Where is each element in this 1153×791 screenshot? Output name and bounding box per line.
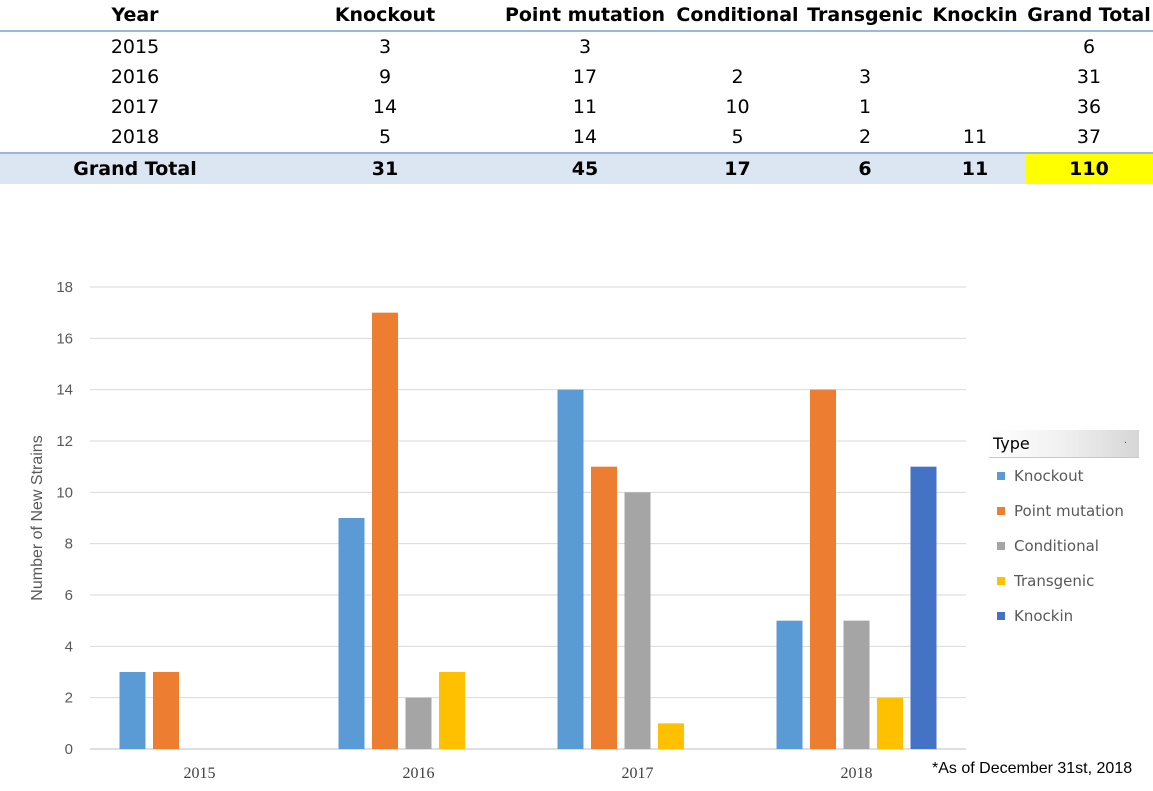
- total-cell: 11: [925, 152, 1025, 184]
- table-row: 2018 5 14 5 2 11 37: [0, 122, 1153, 153]
- bar-knockout-2017: [557, 389, 584, 749]
- x-tick-label: 2018: [841, 765, 873, 782]
- cell: 3: [578, 36, 592, 58]
- cell: 3: [858, 66, 872, 88]
- row-total: 6: [1082, 36, 1096, 58]
- y-axis-title: Number of New Strains: [29, 435, 46, 600]
- cell: 9: [378, 66, 392, 88]
- axis-labels: 0 2 4 6 8 10 12 14 16 18 2015 2016 2017 2018: [56, 279, 872, 782]
- bar-conditional-2018: [843, 620, 870, 749]
- x-tick-label: 2017: [622, 765, 654, 782]
- row-year: 2017: [110, 96, 160, 118]
- pivot-table: Year Knockout Point mutation Conditional…: [0, 0, 1153, 184]
- cell: 5: [731, 126, 744, 148]
- cell: 17: [572, 66, 598, 88]
- filter-dot-icon: ·: [1123, 438, 1127, 449]
- bar-transgenic-2018: [877, 697, 903, 749]
- legend-item-point-mutation: Point mutation: [989, 493, 1139, 528]
- legend-item-transgenic: Transgenic: [989, 563, 1139, 598]
- legend-item-knockout: Knockout: [989, 458, 1139, 493]
- row-year: 2016: [110, 66, 160, 88]
- chart-legend: Type · Knockout Point mutation Condition…: [989, 430, 1139, 633]
- bar-transgenic-2017: [658, 723, 684, 749]
- legend-item-knockin: Knockin: [989, 598, 1139, 633]
- bar-point-mutation-2017: [591, 466, 617, 749]
- row-year: 2015: [110, 36, 160, 58]
- bar-knockout-2015: [119, 672, 146, 749]
- table-row: 2016 9 17 2 3 31: [0, 62, 1153, 92]
- cell: 11: [962, 126, 988, 148]
- grand-total-value: 110: [1025, 152, 1153, 184]
- row-total: 31: [1076, 66, 1102, 88]
- row-total: 36: [1076, 96, 1102, 118]
- y-tick-label: 18: [56, 279, 73, 296]
- legend-label: Knockin: [1014, 606, 1074, 625]
- legend-swatch: [997, 506, 1005, 515]
- cell: 14: [372, 96, 398, 118]
- legend-swatch: [997, 541, 1005, 550]
- bar-knockout-2018: [776, 620, 803, 749]
- cell: 1: [858, 96, 872, 118]
- cell: 5: [378, 126, 392, 148]
- cell: 14: [572, 126, 598, 148]
- table-row: 2017 14 11 10 1 36: [0, 92, 1153, 122]
- row-year: 2018: [110, 126, 160, 148]
- bars: [119, 312, 937, 749]
- row-total: 37: [1076, 126, 1102, 148]
- y-tick-label: 14: [56, 382, 73, 399]
- y-tick-label: 16: [56, 330, 73, 347]
- header-transgenic: Transgenic: [805, 0, 925, 32]
- legend-label: Conditional: [1014, 536, 1099, 555]
- legend-swatch: [997, 576, 1005, 585]
- bar-point-mutation-2016: [372, 312, 398, 749]
- bar-point-mutation-2018: [810, 389, 836, 749]
- cell: 11: [572, 96, 598, 118]
- cell: 3: [378, 36, 392, 58]
- y-tick-label: 4: [65, 638, 73, 655]
- legend-label: Transgenic: [1014, 571, 1095, 590]
- y-tick-label: 8: [65, 536, 73, 553]
- header-row: Year Knockout Point mutation Conditional…: [0, 0, 1153, 32]
- header-year: Year: [0, 0, 270, 32]
- legend-swatch: [997, 611, 1005, 620]
- grand-total-label: Grand Total: [0, 152, 270, 184]
- bar-knockout-2016: [338, 518, 365, 749]
- y-tick-label: 12: [56, 433, 73, 450]
- legend-item-conditional: Conditional: [989, 528, 1139, 563]
- header-knockout: Knockout: [270, 0, 500, 32]
- legend-label: Knockout: [1014, 466, 1084, 485]
- bar-knockin-2018: [910, 466, 937, 749]
- total-cell: 6: [805, 152, 925, 184]
- x-tick-label: 2015: [184, 765, 216, 782]
- header-knockin: Knockin: [925, 0, 1025, 32]
- bar-conditional-2016: [405, 697, 432, 749]
- bar-conditional-2017: [624, 492, 651, 749]
- y-tick-label: 2: [65, 690, 73, 707]
- total-cell: 45: [500, 152, 670, 184]
- legend-title[interactable]: Type ·: [989, 430, 1139, 458]
- header-point-mutation: Point mutation: [500, 0, 670, 32]
- total-cell: 31: [270, 152, 500, 184]
- total-cell: 17: [670, 152, 805, 184]
- x-tick-label: 2016: [403, 765, 435, 782]
- legend-label: Point mutation: [1014, 501, 1124, 520]
- cell: 2: [731, 66, 744, 88]
- legend-swatch: [997, 471, 1005, 480]
- bar-point-mutation-2015: [153, 672, 179, 749]
- cell: 10: [725, 96, 750, 118]
- y-tick-label: 10: [56, 484, 73, 501]
- grand-total-row: Grand Total 31 45 17 6 11 110: [0, 152, 1153, 184]
- footnote: *As of December 31st, 2018: [932, 760, 1133, 777]
- table-row: 2015 3 3 6: [0, 31, 1153, 62]
- legend-title-text: Type: [993, 434, 1030, 453]
- cell: 2: [858, 126, 872, 148]
- bar-transgenic-2016: [439, 672, 465, 749]
- y-tick-label: 6: [65, 587, 73, 604]
- header-grand-total: Grand Total: [1025, 0, 1153, 32]
- y-tick-label: 0: [65, 741, 73, 758]
- header-conditional: Conditional: [670, 0, 805, 32]
